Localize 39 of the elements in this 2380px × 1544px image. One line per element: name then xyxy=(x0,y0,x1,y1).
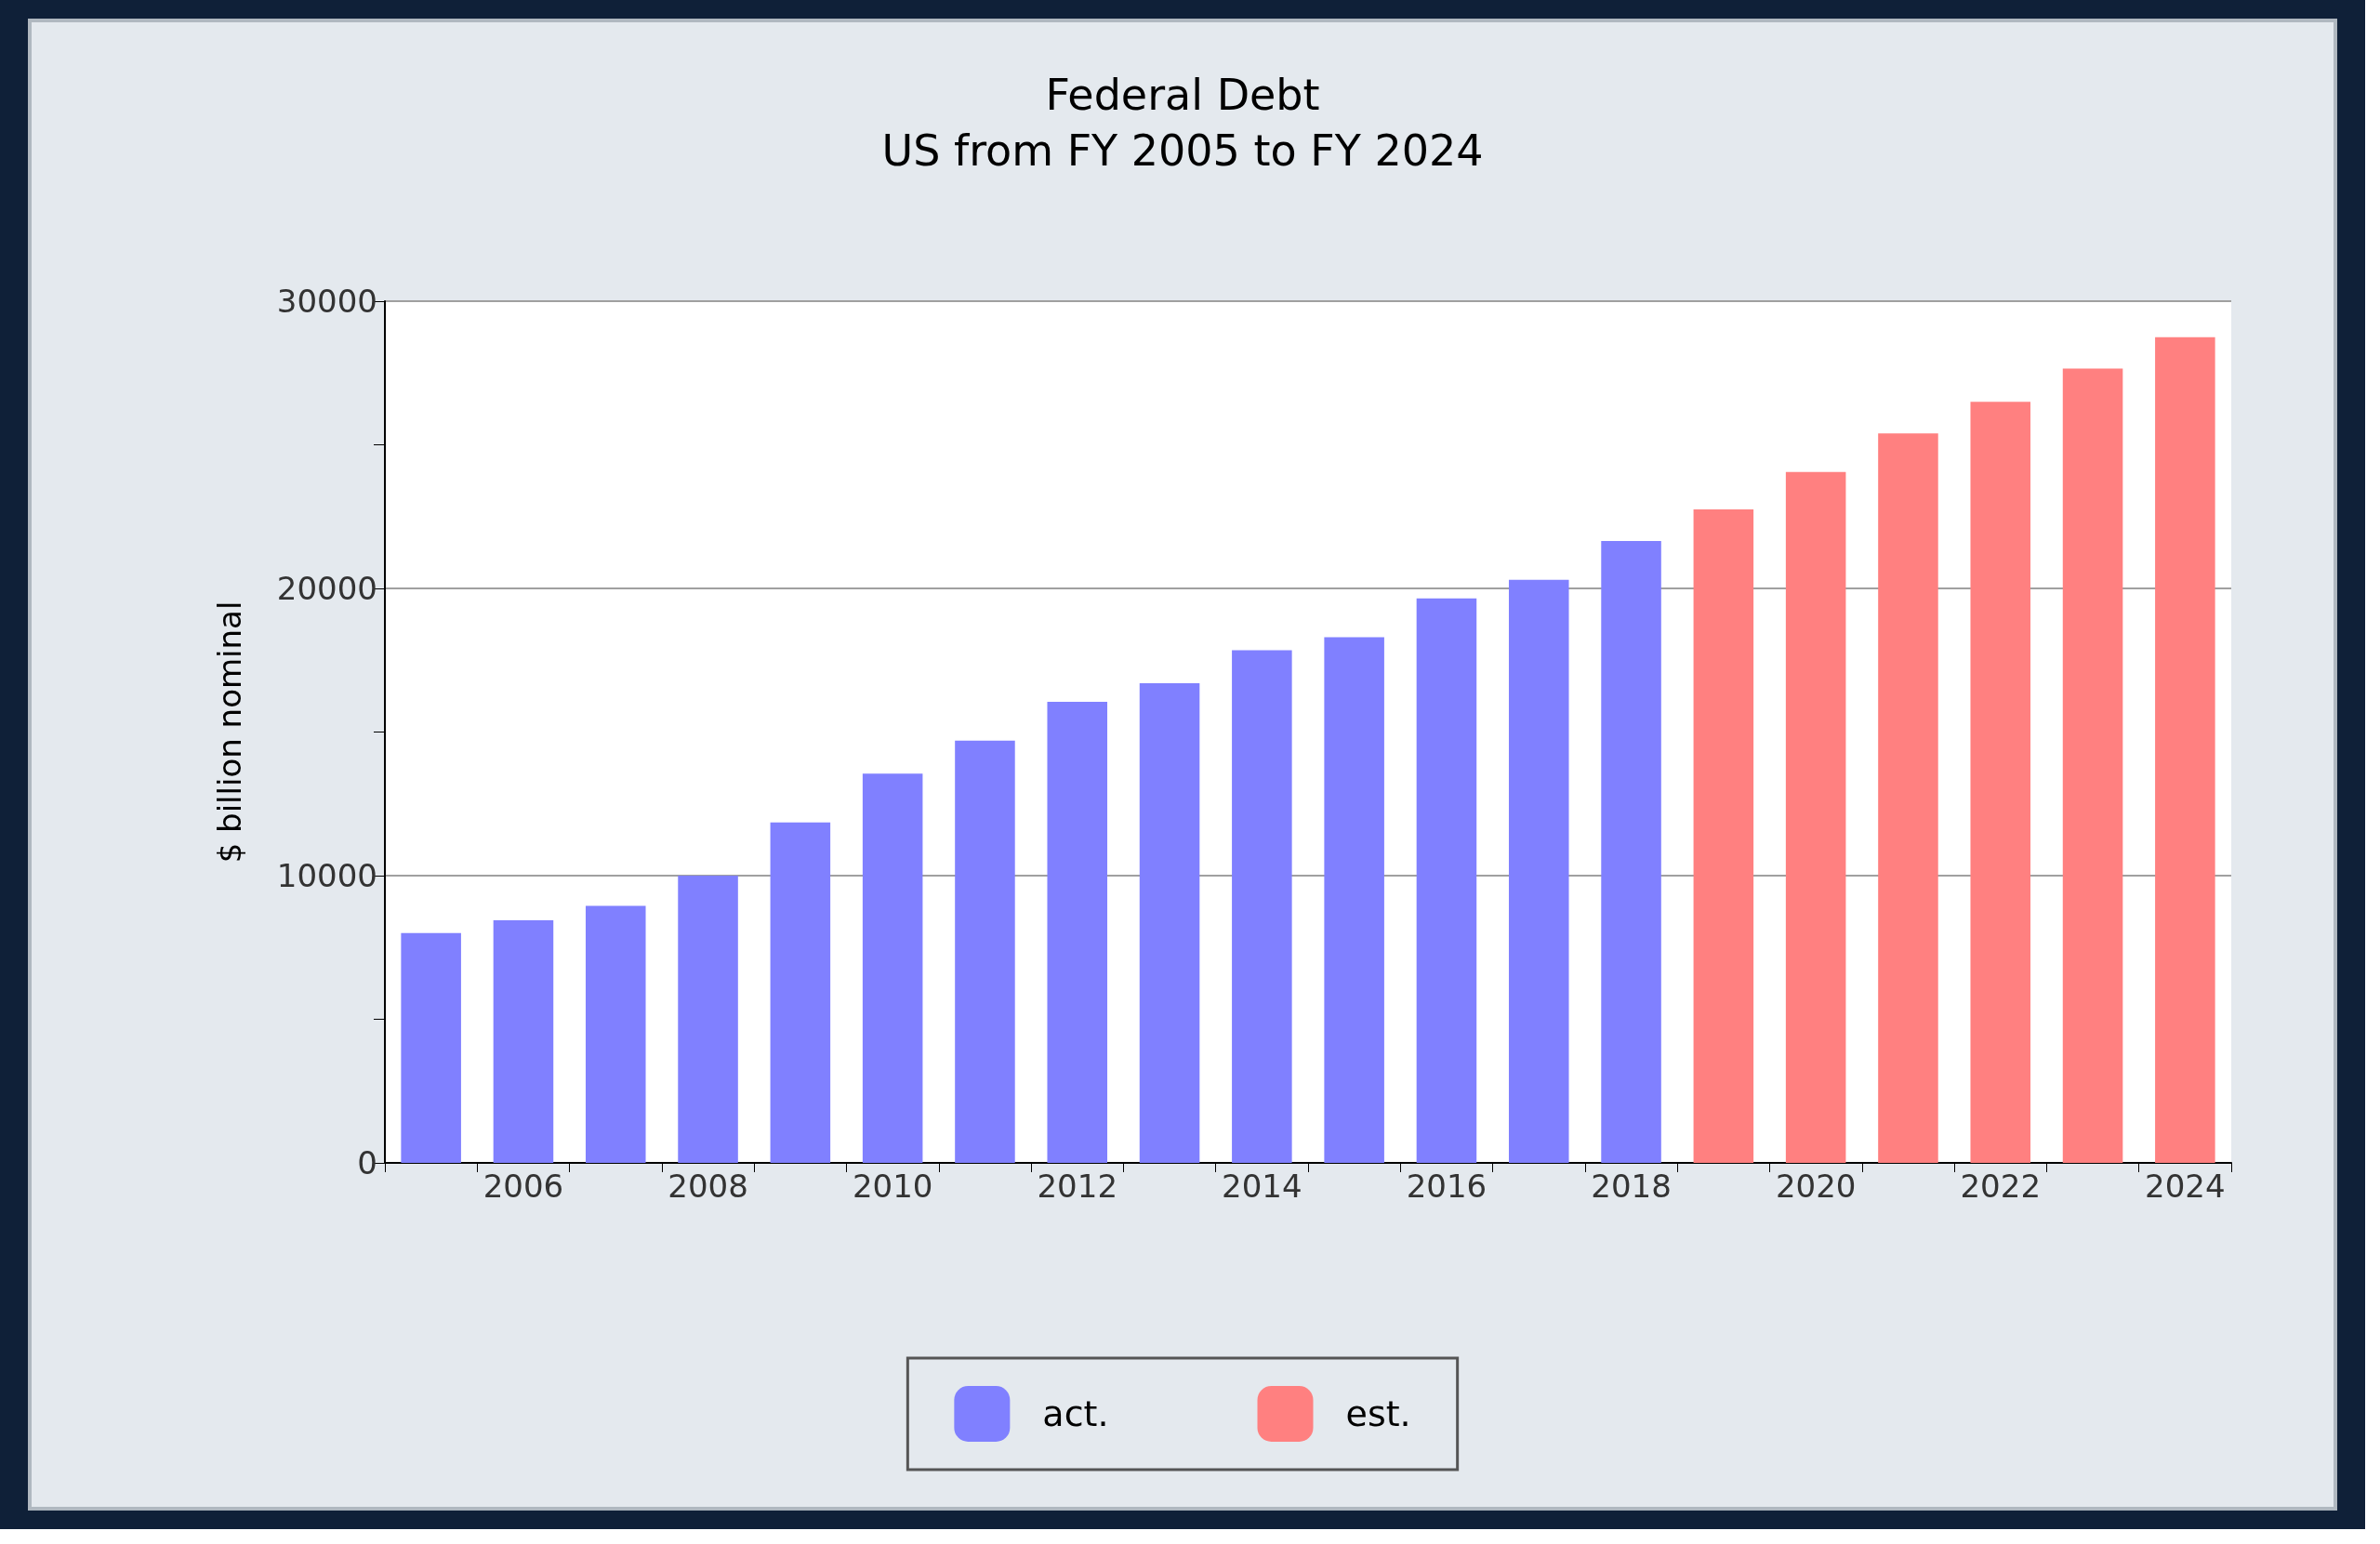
legend-label: act. xyxy=(1042,1393,1109,1434)
x-tick-label: 2022 xyxy=(1960,1168,2042,1205)
bar xyxy=(1970,402,2031,1163)
chart-subtitle: US from FY 2005 to FY 2024 xyxy=(881,125,1484,176)
x-tick-label: 2012 xyxy=(1037,1168,1118,1205)
bar xyxy=(585,905,646,1163)
bar xyxy=(862,773,923,1163)
bar xyxy=(2155,337,2215,1163)
y-tick-label: 0 xyxy=(357,1144,377,1181)
bar xyxy=(1693,509,1754,1163)
bar xyxy=(1508,579,1569,1163)
x-tick-label: 2020 xyxy=(1775,1168,1857,1205)
bar xyxy=(1878,433,1938,1163)
bar xyxy=(1232,650,1292,1163)
bar xyxy=(770,822,831,1163)
y-tick-label: 30000 xyxy=(276,283,377,320)
y-tick-label: 20000 xyxy=(276,570,377,607)
x-tick-label: 2010 xyxy=(852,1168,933,1205)
y-tick-label: 10000 xyxy=(276,857,377,894)
bar xyxy=(678,876,738,1163)
x-tick-label: 2014 xyxy=(1222,1168,1302,1205)
chart-title: Federal Debt xyxy=(1045,70,1320,120)
x-tick-label: 2018 xyxy=(1591,1168,1672,1205)
bar xyxy=(1785,471,1846,1163)
bar xyxy=(2062,368,2123,1163)
bar xyxy=(955,740,1015,1163)
bar xyxy=(1601,541,1661,1163)
bar xyxy=(1139,682,1200,1163)
bar xyxy=(401,932,461,1163)
bar xyxy=(1416,598,1477,1163)
bar xyxy=(493,919,554,1163)
y-axis-title: $ billion nominal xyxy=(211,600,248,864)
x-tick-label: 2024 xyxy=(2145,1168,2226,1205)
bar xyxy=(1047,702,1108,1163)
x-tick-label: 2016 xyxy=(1406,1168,1488,1205)
legend-label: est. xyxy=(1345,1393,1411,1434)
x-tick-label: 2006 xyxy=(483,1168,564,1205)
bar xyxy=(1324,637,1384,1163)
x-tick-label: 2008 xyxy=(668,1168,748,1205)
